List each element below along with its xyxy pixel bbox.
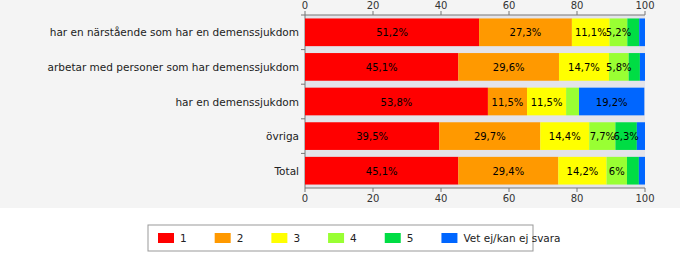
legend-swatch [215, 233, 231, 243]
category-tick [301, 15, 305, 16]
data-label: 14,4% [549, 131, 581, 142]
bar-segment [458, 53, 559, 81]
tick-label: 100 [635, 0, 654, 11]
data-label: 5,8% [606, 62, 631, 73]
category-label: övriga [266, 130, 299, 142]
legend-swatch [271, 233, 287, 243]
legend-label: 3 [293, 232, 300, 244]
data-label: 14,2% [567, 166, 599, 177]
category-label: Total [273, 165, 299, 177]
chart: 00202040406060808010010051,2%27,3%11,1%5… [0, 0, 680, 259]
category-tick [301, 49, 305, 50]
category-tick [301, 153, 305, 154]
bottom-axis [305, 188, 645, 189]
data-label: 14,7% [568, 62, 600, 73]
bar-segment [527, 88, 566, 116]
tick-mark [577, 11, 578, 15]
legend: 1 2 3 4 5 Vet ej/kan ej svara [148, 225, 561, 251]
chart-background [0, 0, 680, 208]
bar-segment [305, 88, 488, 116]
bars [305, 18, 645, 184]
bar-segment [639, 18, 645, 46]
data-label: 7,7% [590, 131, 615, 142]
data-labels: 51,2% 27,3% 11,1%5,2% 45,1% 29,6% 14,7% 5,8% 53… [356, 27, 639, 176]
bar-segment [559, 53, 609, 81]
legend-label: 2 [237, 232, 244, 244]
bar-segment [640, 53, 645, 81]
tick-label: 60 [503, 0, 516, 11]
tick-label: 20 [367, 193, 380, 204]
tick-mark [577, 188, 578, 192]
data-label: 29,4% [492, 166, 524, 177]
bar-segment [305, 157, 458, 185]
data-label: 29,7% [474, 131, 506, 142]
bar-segment [572, 18, 610, 46]
bar-segment [627, 157, 639, 185]
legend-label: 4 [350, 232, 357, 244]
category-label: har en demenssjukdom [175, 96, 299, 108]
category-label: har en närstående som har en demenssjukd… [50, 26, 299, 38]
tick-mark [441, 11, 442, 15]
bar-segment [488, 88, 527, 116]
tick-mark [509, 188, 510, 192]
tick-mark [509, 11, 510, 15]
data-label: 51,2% [376, 27, 408, 38]
data-label: 39,5% [356, 131, 388, 142]
tick-mark [645, 188, 646, 192]
data-label: 29,6% [493, 62, 525, 73]
data-label: 27,3% [510, 27, 542, 38]
bar-segment [305, 122, 439, 150]
bar-segment [540, 122, 589, 150]
legend-swatch [328, 233, 344, 243]
legend-swatch [385, 233, 401, 243]
tick-mark [645, 11, 646, 15]
data-label: 6,3% [613, 131, 638, 142]
bar-segment [305, 53, 458, 81]
tick-label: 60 [503, 193, 516, 204]
data-label: 45,1% [366, 62, 398, 73]
legend-label: 1 [180, 232, 187, 244]
tick-label: 80 [571, 0, 584, 11]
category-tick [301, 84, 305, 85]
bar-segment [558, 157, 606, 185]
data-label: 45,1% [366, 166, 398, 177]
tick-label: 80 [571, 193, 584, 204]
tick-label: 40 [435, 193, 448, 204]
data-label: 6% [609, 166, 625, 177]
top-axis [305, 15, 645, 16]
category-tick [301, 118, 305, 119]
bar-segment [305, 18, 479, 46]
tick-mark [305, 188, 306, 192]
tick-mark [305, 11, 306, 15]
legend-swatch [158, 233, 174, 243]
legend-label: 5 [407, 232, 414, 244]
category-label: arbetar med personer som har demenssjukd… [48, 61, 299, 73]
plot-area [305, 15, 645, 188]
bar-segment [479, 18, 572, 46]
tick-label: 0 [302, 0, 308, 11]
bar-segment [566, 88, 579, 116]
data-label: 11,5% [492, 97, 524, 108]
bar-segment [607, 157, 627, 185]
tick-mark [373, 188, 374, 192]
legend-label: Vet ej/kan ej svara [463, 232, 560, 244]
data-label: 11,5% [531, 97, 563, 108]
bar-segment [589, 122, 615, 150]
data-label: 19,2% [596, 97, 628, 108]
tick-label: 40 [435, 0, 448, 11]
tick-mark [441, 188, 442, 192]
data-label: 5,2% [606, 27, 631, 38]
bar-segment [458, 157, 558, 185]
legend-swatch [441, 233, 457, 243]
bar-segment [639, 157, 645, 185]
tick-label: 20 [367, 0, 380, 11]
tick-label: 100 [635, 193, 654, 204]
tick-label: 0 [302, 193, 308, 204]
bar-segment [579, 88, 644, 116]
data-label: 11,1% [575, 27, 607, 38]
data-label: 53,8% [381, 97, 413, 108]
tick-mark [373, 11, 374, 15]
bar-segment [439, 122, 540, 150]
